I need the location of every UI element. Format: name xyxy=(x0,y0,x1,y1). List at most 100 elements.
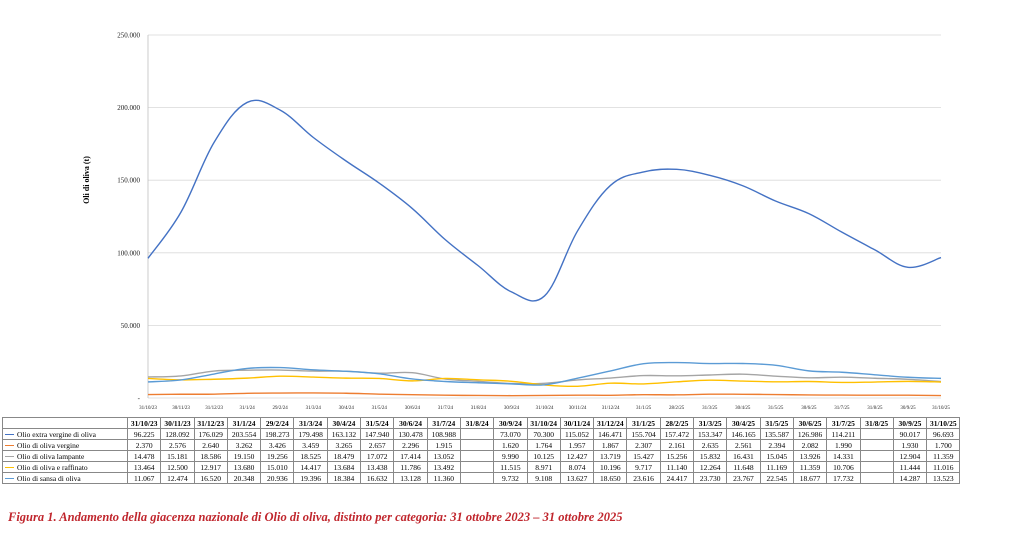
table-cell: 3.262 xyxy=(226,439,262,451)
table-cell xyxy=(859,461,894,473)
table-header-cell: 30/4/24 xyxy=(326,417,362,429)
table-row: Olio extra vergine di oliva 96.225 128.092… xyxy=(2,428,961,440)
table-header-cell: 30/11/23 xyxy=(160,417,195,429)
table-header-cell: 30/11/24 xyxy=(559,417,595,429)
table-cell xyxy=(459,439,495,451)
y-tick-label: 100.000 xyxy=(117,249,140,257)
table-cell: 2.161 xyxy=(659,439,695,451)
table-cell: 96.225 xyxy=(126,428,162,440)
table-cell: 3.265 xyxy=(326,439,362,451)
table-cell: 10.196 xyxy=(593,461,628,473)
table-cell: 135.587 xyxy=(759,428,794,440)
table-cell xyxy=(859,472,894,484)
table-cell: 15.256 xyxy=(659,450,695,462)
table-cell: 157.472 xyxy=(659,428,695,440)
series-name: Olio di oliva vergine xyxy=(17,440,80,450)
table-cell: 15.045 xyxy=(759,450,794,462)
table-cell xyxy=(459,450,495,462)
table-cell xyxy=(459,428,495,440)
series-line-0 xyxy=(147,99,942,302)
table-cell: 11.786 xyxy=(393,461,428,473)
table-cell: 2.640 xyxy=(193,439,228,451)
table-header-cell: 30/6/24 xyxy=(393,417,428,429)
table-cell: 2.307 xyxy=(626,439,661,451)
table-cell: 18.677 xyxy=(792,472,828,484)
table-cell: 11.359 xyxy=(926,450,961,462)
table-cell: 11.444 xyxy=(892,461,928,473)
x-tick-label: 31/3/25 xyxy=(702,406,718,411)
table-header-cell: 31/8/24 xyxy=(459,417,495,429)
table-cell: 114.211 xyxy=(826,428,861,440)
table-cell: 12.427 xyxy=(559,450,595,462)
series-legend-cell: Olio di oliva lampante xyxy=(2,450,128,462)
legend-key xyxy=(5,456,14,458)
table-cell: 13.492 xyxy=(426,461,461,473)
table-cell: 18.525 xyxy=(293,450,328,462)
table-cell: 17.072 xyxy=(360,450,395,462)
table-cell: 14.331 xyxy=(826,450,861,462)
x-tick-label: 30/11/23 xyxy=(172,406,190,411)
table-cell: 13.438 xyxy=(360,461,395,473)
table-cell: 70.300 xyxy=(526,428,561,440)
table-header-cell: 30/9/24 xyxy=(493,417,528,429)
table-cell: 1.867 xyxy=(593,439,628,451)
series-line-2 xyxy=(147,369,942,385)
table-cell: 11.360 xyxy=(426,472,461,484)
series-line-4 xyxy=(147,361,942,386)
table-cell: 1.700 xyxy=(926,439,961,451)
table-cell: 11.515 xyxy=(493,461,528,473)
y-tick-label: - xyxy=(138,395,141,403)
series-name: Olio extra vergine di oliva xyxy=(17,429,97,439)
table-cell: 2.657 xyxy=(360,439,395,451)
chart-grid xyxy=(147,34,941,399)
x-tick-label: 30/4/24 xyxy=(339,406,355,411)
table-cell: 17.732 xyxy=(826,472,861,484)
x-tick-label: 31/8/25 xyxy=(867,406,883,411)
table-header-cell: 31/3/25 xyxy=(693,417,728,429)
table-cell: 179.498 xyxy=(293,428,328,440)
table-cell: 9.990 xyxy=(493,450,528,462)
table-row: Olio di oliva e raffinato 13.464 12.500 12.… xyxy=(2,461,961,473)
table-cell: 16.520 xyxy=(193,472,228,484)
series-legend-cell: Olio di oliva e raffinato xyxy=(2,461,128,473)
table-cell: 108.988 xyxy=(426,428,461,440)
table-header-cell: 31/8/25 xyxy=(859,417,894,429)
table-cell: 11.169 xyxy=(759,461,794,473)
series-legend-cell: Olio di sansa di oliva xyxy=(2,472,128,484)
table-cell: 126.986 xyxy=(792,428,828,440)
series-name: Olio di oliva lampante xyxy=(17,451,85,461)
table-cell: 9.108 xyxy=(526,472,561,484)
table-cell: 19.150 xyxy=(226,450,262,462)
table-header-cell: 31/1/24 xyxy=(226,417,262,429)
table-cell: 1.764 xyxy=(526,439,561,451)
table-cell: 203.554 xyxy=(226,428,262,440)
table-cell: 163.132 xyxy=(326,428,362,440)
table-cell: 90.017 xyxy=(892,428,928,440)
legend-key xyxy=(5,434,14,436)
table-header-cell: 30/4/25 xyxy=(726,417,761,429)
table-cell: 23.730 xyxy=(693,472,728,484)
x-tick-label: 30/4/25 xyxy=(735,406,751,411)
table-cell: 130.478 xyxy=(393,428,428,440)
x-tick-label: 30/11/24 xyxy=(569,406,587,411)
table-cell: 17.414 xyxy=(393,450,428,462)
table-cell: 11.016 xyxy=(926,461,961,473)
table-cell: 22.545 xyxy=(759,472,794,484)
table-cell: 1.990 xyxy=(826,439,861,451)
x-tick-label: 30/6/24 xyxy=(405,406,421,411)
table-cell: 14.478 xyxy=(126,450,162,462)
table-header-cell: 31/3/24 xyxy=(293,417,328,429)
table-cell: 13.052 xyxy=(426,450,461,462)
table-cell: 20.348 xyxy=(226,472,262,484)
x-tick-label: 31/8/24 xyxy=(471,406,487,411)
table-cell: 2.561 xyxy=(726,439,761,451)
table-cell: 16.632 xyxy=(360,472,395,484)
table-cell: 11.067 xyxy=(126,472,162,484)
table-cell: 18.384 xyxy=(326,472,362,484)
x-tick-label: 31/1/25 xyxy=(636,406,652,411)
table-cell: 13.719 xyxy=(593,450,628,462)
table-cell: 10.125 xyxy=(526,450,561,462)
table-cell: 15.010 xyxy=(260,461,295,473)
table-cell: 12.264 xyxy=(693,461,728,473)
table-cell: 176.029 xyxy=(193,428,228,440)
